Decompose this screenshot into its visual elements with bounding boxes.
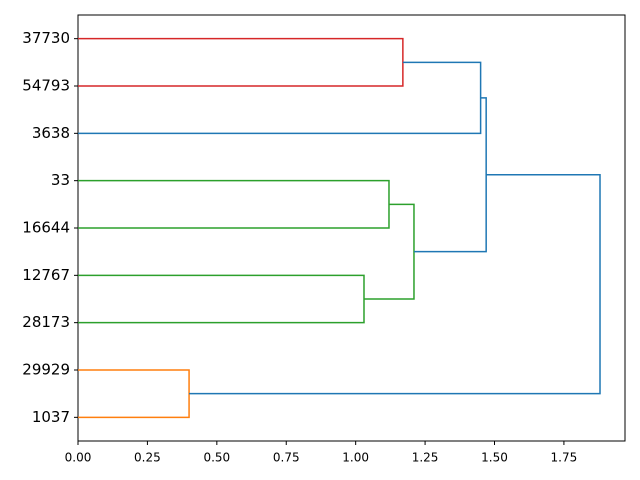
- x-tick-label: 1.00: [342, 451, 369, 465]
- x-tick-label: 1.25: [412, 451, 439, 465]
- leaf-label: 1037: [32, 408, 70, 426]
- dendrogram-link: [78, 369, 190, 419]
- leaf-label: 54793: [22, 77, 70, 95]
- leaf-label: 29929: [22, 361, 70, 379]
- leaf-label: 33: [51, 171, 70, 189]
- x-tick-label: 0.00: [65, 451, 92, 465]
- x-tick-label: 1.50: [481, 451, 508, 465]
- dendrogram-link: [78, 274, 365, 324]
- leaf-label: 12767: [22, 266, 70, 284]
- leaf-label: 3638: [32, 124, 70, 142]
- dendrogram-link: [189, 174, 601, 395]
- x-tick-label: 0.75: [273, 451, 300, 465]
- leaf-label: 37730: [22, 29, 70, 47]
- dendrogram-link: [78, 61, 482, 135]
- x-tick-label: 0.25: [134, 451, 161, 465]
- dendrogram-link: [78, 179, 390, 229]
- dendrogram-link: [78, 37, 404, 87]
- x-tick-label: 0.50: [203, 451, 230, 465]
- x-tick-label: 1.75: [551, 451, 578, 465]
- leaf-label: 28173: [22, 313, 70, 331]
- leaf-label: 16644: [22, 219, 70, 237]
- dendrogram-link: [413, 97, 487, 253]
